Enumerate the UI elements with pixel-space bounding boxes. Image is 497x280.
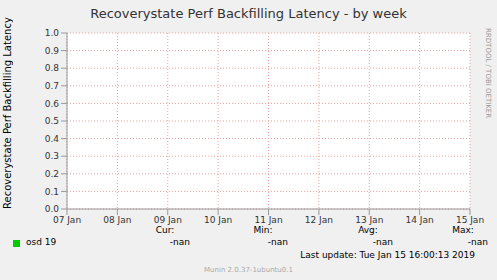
html-text:Cur:: Cur: (155, 225, 175, 235)
svg-text:0.6: 0.6 (45, 99, 60, 109)
svg-text:0.0: 0.0 (45, 204, 60, 214)
html-text:Munin 2.0.37-1ubuntu0.1: Munin 2.0.37-1ubuntu0.1 (204, 266, 293, 274)
svg-text:0.7: 0.7 (45, 81, 59, 91)
html-text:-nan: -nan (169, 237, 190, 247)
html-text:-nan: -nan (267, 237, 288, 247)
svg-text:10 Jan: 10 Jan (204, 215, 232, 225)
html-text:Recoverystate Perf Backfilling: Recoverystate Perf Backfilling Latency (2, 17, 13, 209)
html-text:osd 19: osd 19 (26, 237, 57, 247)
html-text:Avg:: Avg: (358, 225, 378, 235)
svg-text:13 Jan: 13 Jan (355, 215, 383, 225)
svg-text:0.2: 0.2 (45, 169, 59, 179)
svg-text:0.8: 0.8 (45, 63, 60, 73)
html-text:-nan: -nan (467, 237, 488, 247)
svg-text:0.3: 0.3 (45, 151, 59, 161)
svg-text:0.4: 0.4 (45, 134, 60, 144)
svg-text:09 Jan: 09 Jan (154, 215, 182, 225)
html-text:-nan: -nan (372, 237, 393, 247)
svg-text:12 Jan: 12 Jan (305, 215, 333, 225)
svg-text:0.9: 0.9 (45, 46, 60, 56)
svg-text:1.0: 1.0 (45, 28, 60, 38)
svg-text:07 Jan: 07 Jan (53, 215, 81, 225)
svg-text:14 Jan: 14 Jan (406, 215, 434, 225)
svg-text:0.5: 0.5 (45, 116, 59, 126)
html-text:Min:: Min: (253, 225, 273, 235)
html-text:Last update: Tue Jan 15 16:00:: Last update: Tue Jan 15 16:00:13 2019 (300, 250, 475, 260)
svg-text:08 Jan: 08 Jan (103, 215, 131, 225)
html-text:Recoverystate Perf Backfilling: Recoverystate Perf Backfilling Latency -… (90, 6, 407, 21)
html-text:Max:: Max: (452, 225, 474, 235)
svg-text:0.1: 0.1 (45, 187, 59, 197)
svg-text:11 Jan: 11 Jan (254, 215, 282, 225)
html-text:RRDTOOL / TOBI OETIKER: RRDTOOL / TOBI OETIKER (484, 28, 492, 119)
svg-text:15 Jan: 15 Jan (456, 215, 484, 225)
